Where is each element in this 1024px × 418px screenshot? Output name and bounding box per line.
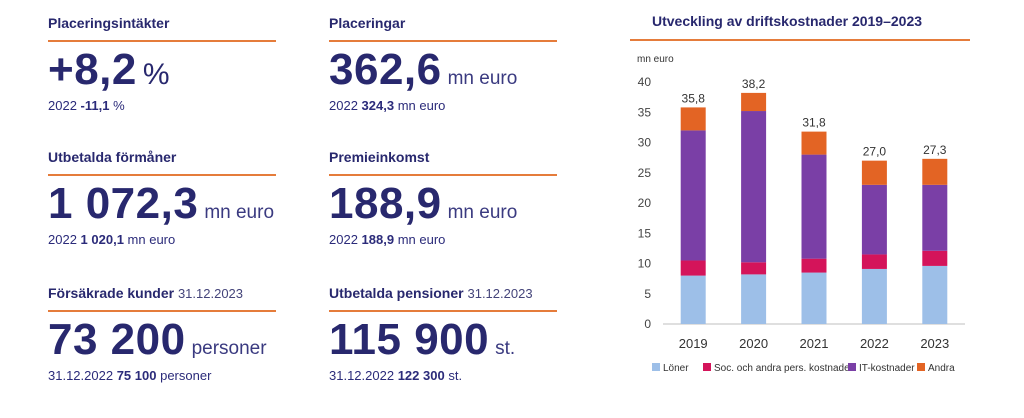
legend-swatch xyxy=(652,363,660,371)
legend-label: Löner xyxy=(663,363,689,374)
kpi-previous: 31.12.2022 122 300 st. xyxy=(329,368,463,383)
divider xyxy=(48,174,276,176)
bar-segment-2023-soc-och-andra-pers-kostnader xyxy=(922,250,948,266)
kpi-title: Utbetalda förmåner xyxy=(48,149,177,165)
bar-segment-2023-l-ner xyxy=(922,265,948,324)
kpi-unit: personer xyxy=(191,338,267,359)
bar-segment-2023-andra xyxy=(922,158,948,185)
y-tick-label: 40 xyxy=(638,75,652,89)
kpi-title: Placeringsintäkter xyxy=(48,15,170,31)
kpi-card-placeringar: Placeringar 362,6 mn euro 2022 324,3 mn e… xyxy=(329,12,557,113)
kpi-previous: 2022 -11,1 % xyxy=(48,98,125,113)
kpi-value: 73 200 xyxy=(48,315,186,364)
bar-segment-2020-l-ner xyxy=(741,274,767,324)
kpi-unit: mn euro xyxy=(447,68,518,89)
x-tick-label: 2019 xyxy=(679,336,708,351)
legend-swatch xyxy=(917,363,925,371)
x-tick-label: 2022 xyxy=(860,336,889,351)
kpi-value: 1 072,3 xyxy=(48,179,199,228)
kpi-title: Utbetalda pensioner 31.12.2023 xyxy=(329,285,533,301)
bar-segment-2021-andra xyxy=(801,131,827,155)
kpi-card-forsakrade-kunder: Försäkrade kunder 31.12.2023 73 200 perso… xyxy=(48,282,276,383)
y-tick-label: 0 xyxy=(644,317,651,331)
bar-segment-2023-it-kostnader xyxy=(922,184,948,251)
kpi-card-utbetalda-formaner: Utbetalda förmåner 1 072,3 mn euro 2022 1… xyxy=(48,146,276,247)
y-tick-label: 5 xyxy=(644,287,651,301)
bar-segment-2020-it-kostnader xyxy=(741,111,767,263)
kpi-date: 31.12.2023 xyxy=(467,286,533,301)
bar-segment-2019-l-ner xyxy=(680,275,706,324)
kpi-previous: 31.12.2022 75 100 personer xyxy=(48,368,212,383)
x-tick-label: 2021 xyxy=(800,336,829,351)
kpi-card-placeringsintakter: Placeringsintäkter +8,2% 2022 -11,1 % xyxy=(48,12,276,113)
bar-segment-2020-andra xyxy=(741,92,767,112)
legend-label: Andra xyxy=(928,363,955,374)
x-tick-label: 2020 xyxy=(739,336,768,351)
x-tick-label: 2023 xyxy=(920,336,949,351)
y-tick-label: 20 xyxy=(638,196,652,210)
bar-segment-2022-soc-och-andra-pers-kostnader xyxy=(861,254,887,269)
data-label-total: 35,8 xyxy=(682,91,706,105)
kpi-title: Försäkrade kunder 31.12.2023 xyxy=(48,285,244,301)
legend-label: IT-kostnader xyxy=(859,363,915,374)
kpi-card-premieinkomst: Premieinkomst 188,9 mn euro 2022 188,9 mn… xyxy=(329,146,557,247)
y-tick-label: 35 xyxy=(638,105,652,119)
bar-segment-2019-it-kostnader xyxy=(680,130,706,261)
kpi-unit: mn euro xyxy=(447,202,518,223)
divider xyxy=(329,174,557,176)
kpi-value: 362,6 xyxy=(329,45,442,94)
chart-title: Utveckling av driftskostnader 2019–2023 xyxy=(652,13,923,29)
divider xyxy=(329,40,557,42)
bar-segment-2021-soc-och-andra-pers-kostnader xyxy=(801,258,827,273)
kpi-title: Placeringar xyxy=(329,15,406,31)
y-tick-label: 10 xyxy=(638,257,652,271)
y-tick-label: 25 xyxy=(638,166,652,180)
bar-segment-2019-andra xyxy=(680,107,706,131)
y-tick-label: 30 xyxy=(638,136,652,150)
kpi-unit: mn euro xyxy=(204,202,275,223)
legend-label: Soc. och andra pers. kostnader xyxy=(714,363,854,374)
legend-swatch xyxy=(703,363,711,371)
kpi-title: Premieinkomst xyxy=(329,149,430,165)
kpi-previous: 2022 188,9 mn euro xyxy=(329,232,446,247)
bar-segment-2019-soc-och-andra-pers-kostnader xyxy=(680,260,706,276)
data-label-total: 38,2 xyxy=(742,77,766,91)
data-label-total: 27,3 xyxy=(923,143,947,157)
bar-segment-2020-soc-och-andra-pers-kostnader xyxy=(741,262,767,275)
kpi-unit: % xyxy=(142,58,170,91)
divider xyxy=(329,310,557,312)
bar-segment-2022-l-ner xyxy=(861,268,887,324)
kpi-value: 188,9 xyxy=(329,179,442,228)
kpi-date: 31.12.2023 xyxy=(177,286,244,301)
kpi-value: 115 900 xyxy=(329,315,490,364)
bar-segment-2022-andra xyxy=(861,160,887,185)
kpi-previous: 2022 324,3 mn euro xyxy=(329,98,446,113)
divider xyxy=(48,40,276,42)
chart-title-divider xyxy=(630,39,970,41)
data-label-total: 31,8 xyxy=(802,116,826,130)
divider xyxy=(48,310,276,312)
bar-segment-2021-l-ner xyxy=(801,272,827,324)
y-axis-unit-label: mn euro xyxy=(637,54,674,65)
legend-swatch xyxy=(848,363,856,371)
data-label-total: 27,0 xyxy=(863,145,887,159)
bar-segment-2022-it-kostnader xyxy=(861,184,887,255)
kpi-unit: st. xyxy=(495,338,516,359)
kpi-value: +8,2 xyxy=(48,45,137,94)
y-tick-label: 15 xyxy=(638,226,652,240)
bar-segment-2021-it-kostnader xyxy=(801,154,827,259)
kpi-previous: 2022 1 020,1 mn euro xyxy=(48,232,176,247)
